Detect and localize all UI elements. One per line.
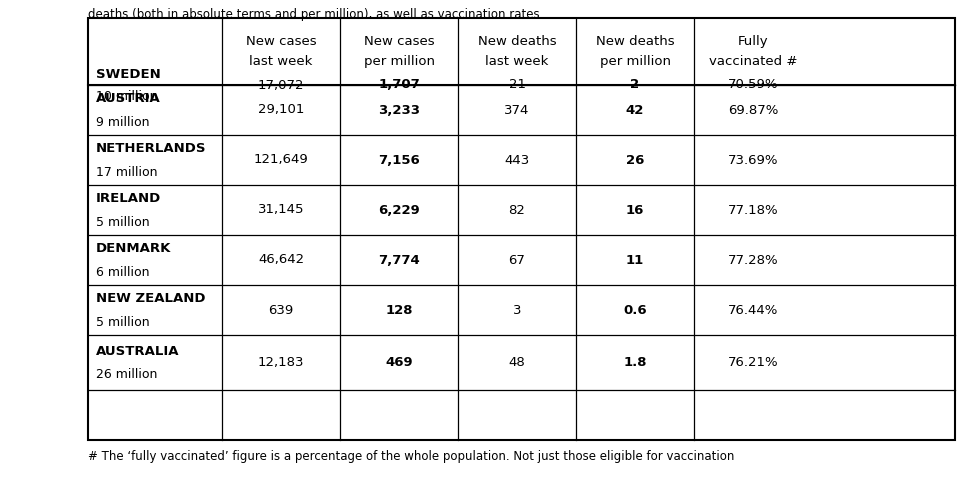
Text: 42: 42 xyxy=(626,103,644,117)
Text: 16: 16 xyxy=(626,203,644,217)
Text: 70.59%: 70.59% xyxy=(727,79,779,92)
Text: NEW ZEALAND: NEW ZEALAND xyxy=(96,292,206,305)
Text: vaccinated #: vaccinated # xyxy=(709,55,797,68)
Text: 11: 11 xyxy=(626,253,644,266)
Text: SWEDEN: SWEDEN xyxy=(96,67,160,81)
Text: 77.28%: 77.28% xyxy=(727,253,779,266)
Text: 128: 128 xyxy=(385,304,412,317)
Text: New cases: New cases xyxy=(245,35,316,48)
Text: 2: 2 xyxy=(631,79,639,92)
Text: 31,145: 31,145 xyxy=(258,203,304,217)
Text: 0.6: 0.6 xyxy=(623,304,647,317)
Text: New cases: New cases xyxy=(363,35,435,48)
Text: 374: 374 xyxy=(504,103,529,117)
Text: 69.87%: 69.87% xyxy=(727,103,779,117)
Text: 67: 67 xyxy=(508,253,526,266)
Text: AUSTRIA: AUSTRIA xyxy=(96,93,160,105)
Text: 121,649: 121,649 xyxy=(254,154,308,166)
Text: AUSTRALIA: AUSTRALIA xyxy=(96,345,180,358)
Text: 10 million: 10 million xyxy=(96,90,157,103)
Bar xyxy=(88,18,955,440)
Text: last week: last week xyxy=(485,55,549,68)
Text: 77.18%: 77.18% xyxy=(727,203,779,217)
Text: 6,229: 6,229 xyxy=(378,203,420,217)
Text: 12,183: 12,183 xyxy=(258,356,304,369)
Text: per million: per million xyxy=(363,55,435,68)
Text: IRELAND: IRELAND xyxy=(96,192,161,205)
Text: 76.44%: 76.44% xyxy=(727,304,779,317)
Text: 3: 3 xyxy=(513,304,522,317)
Text: New deaths: New deaths xyxy=(596,35,674,48)
Text: 17 million: 17 million xyxy=(96,165,157,179)
Text: NETHERLANDS: NETHERLANDS xyxy=(96,142,207,156)
Text: 9 million: 9 million xyxy=(96,116,150,128)
Text: 29,101: 29,101 xyxy=(258,103,304,117)
Text: 48: 48 xyxy=(509,356,526,369)
Text: 5 million: 5 million xyxy=(96,216,150,228)
Text: 6 million: 6 million xyxy=(96,265,150,279)
Text: deaths (both in absolute terms and per million), as well as vaccination rates.: deaths (both in absolute terms and per m… xyxy=(88,8,543,21)
Text: 21: 21 xyxy=(508,79,526,92)
Text: 469: 469 xyxy=(385,356,412,369)
Text: 26 million: 26 million xyxy=(96,368,157,381)
Text: 7,156: 7,156 xyxy=(378,154,420,166)
Text: 46,642: 46,642 xyxy=(258,253,304,266)
Text: 1,707: 1,707 xyxy=(378,79,420,92)
Text: New deaths: New deaths xyxy=(478,35,556,48)
Text: 5 million: 5 million xyxy=(96,316,150,328)
Text: 17,072: 17,072 xyxy=(258,79,304,92)
Text: 73.69%: 73.69% xyxy=(727,154,779,166)
Text: 82: 82 xyxy=(508,203,526,217)
Text: 1.8: 1.8 xyxy=(623,356,647,369)
Text: 639: 639 xyxy=(269,304,294,317)
Text: 3,233: 3,233 xyxy=(378,103,420,117)
Text: last week: last week xyxy=(249,55,313,68)
Text: per million: per million xyxy=(600,55,670,68)
Text: # The ‘fully vaccinated’ figure is a percentage of the whole population. Not jus: # The ‘fully vaccinated’ figure is a per… xyxy=(88,450,734,463)
Text: 26: 26 xyxy=(626,154,644,166)
Text: DENMARK: DENMARK xyxy=(96,243,171,256)
Text: 76.21%: 76.21% xyxy=(727,356,779,369)
Text: 7,774: 7,774 xyxy=(378,253,420,266)
Text: Fully: Fully xyxy=(738,35,768,48)
Text: 443: 443 xyxy=(504,154,529,166)
